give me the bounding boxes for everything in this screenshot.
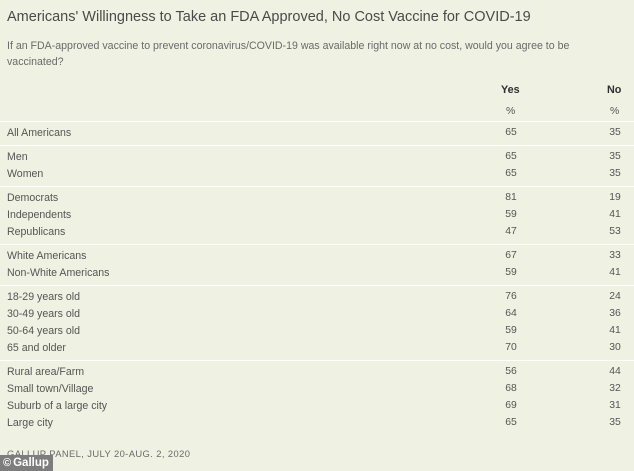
column-header-no: No xyxy=(607,84,622,96)
column-header-yes: Yes xyxy=(501,84,520,96)
section-divider xyxy=(0,244,634,245)
section-divider xyxy=(0,121,634,122)
section-divider xyxy=(0,360,634,361)
cell-yes: 81 xyxy=(505,192,517,203)
cell-no: 19 xyxy=(609,192,621,203)
row-label: 18-29 years old xyxy=(7,291,81,303)
row-label: Women xyxy=(7,168,44,180)
cell-yes: 47 xyxy=(505,226,517,237)
cell-yes: 64 xyxy=(505,308,517,319)
unit-yes: % xyxy=(506,106,516,117)
cell-no: 35 xyxy=(609,417,621,428)
cell-no: 41 xyxy=(609,267,621,278)
section-divider xyxy=(0,145,634,146)
cell-yes: 67 xyxy=(505,250,517,261)
source-note: GALLUP PANEL, JULY 20-AUG. 2, 2020 xyxy=(7,448,191,459)
cell-yes: 59 xyxy=(505,209,517,220)
cell-no: 35 xyxy=(609,127,621,138)
table-subtitle: If an FDA-approved vaccine to prevent co… xyxy=(7,40,570,68)
row-label: All Americans xyxy=(7,127,72,139)
row-label: Non-White Americans xyxy=(7,267,110,279)
cell-yes: 65 xyxy=(505,417,517,428)
table-title: Americans' Willingness to Take an FDA Ap… xyxy=(7,9,531,25)
cell-yes: 59 xyxy=(505,267,517,278)
row-label: Large city xyxy=(7,417,53,429)
cell-yes: 56 xyxy=(505,366,517,377)
row-label: Suburb of a large city xyxy=(7,400,108,412)
row-label: Republicans xyxy=(7,226,66,238)
row-label: Rural area/Farm xyxy=(7,366,85,378)
section-divider xyxy=(0,285,634,286)
row-label: Small town/Village xyxy=(7,383,94,395)
row-label: Independents xyxy=(7,209,72,221)
cell-no: 32 xyxy=(609,383,621,394)
row-label: 30-49 years old xyxy=(7,308,81,320)
cell-no: 53 xyxy=(609,226,621,237)
cell-yes: 59 xyxy=(505,325,517,336)
cell-no: 33 xyxy=(609,250,621,261)
row-label: 65 and older xyxy=(7,342,66,354)
copyright-icon: © xyxy=(3,457,12,469)
row-label: 50-64 years old xyxy=(7,325,81,337)
cell-yes: 68 xyxy=(505,383,517,394)
row-label: Democrats xyxy=(7,192,59,204)
cell-no: 36 xyxy=(609,308,621,319)
cell-no: 30 xyxy=(609,342,621,353)
cell-no: 24 xyxy=(609,291,621,302)
gallup-logo: © Gallup xyxy=(0,455,53,471)
cell-yes: 65 xyxy=(505,151,517,162)
row-label: Men xyxy=(7,151,28,163)
cell-yes: 70 xyxy=(505,342,517,353)
cell-yes: 69 xyxy=(505,400,517,411)
cell-no: 44 xyxy=(609,366,621,377)
cell-yes: 76 xyxy=(505,291,517,302)
cell-no: 35 xyxy=(609,168,621,179)
row-label: White Americans xyxy=(7,250,87,262)
cell-no: 41 xyxy=(609,209,621,220)
cell-no: 35 xyxy=(609,151,621,162)
cell-yes: 65 xyxy=(505,168,517,179)
cell-yes: 65 xyxy=(505,127,517,138)
logo-text: Gallup xyxy=(13,457,49,469)
cell-no: 41 xyxy=(609,325,621,336)
section-divider xyxy=(0,186,634,187)
unit-no: % xyxy=(610,106,620,117)
cell-no: 31 xyxy=(609,400,621,411)
